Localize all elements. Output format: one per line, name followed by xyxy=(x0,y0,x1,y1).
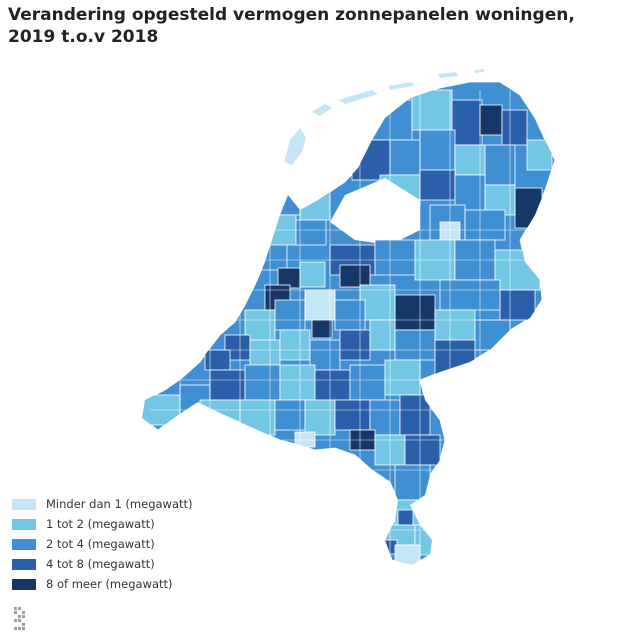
island-schiermonnikoog xyxy=(438,72,458,78)
island-rottumeroog xyxy=(474,69,484,73)
legend-label-2: 1 tot 2 (megawatt) xyxy=(46,517,155,531)
legend-swatch-5 xyxy=(12,578,36,590)
legend-item-5: 8 of meer (megawatt) xyxy=(12,574,193,594)
island-terschelling xyxy=(338,90,378,104)
legend-swatch-1 xyxy=(12,498,36,510)
legend-item-2: 1 tot 2 (megawatt) xyxy=(12,514,193,534)
cbs-logo-icon xyxy=(12,605,32,637)
wadden-islands xyxy=(284,69,484,165)
island-ameland xyxy=(388,82,414,90)
legend-swatch-4 xyxy=(12,558,36,570)
legend-swatch-3 xyxy=(12,538,36,550)
island-vlieland xyxy=(312,104,332,116)
legend-label-3: 2 tot 4 (megawatt) xyxy=(46,537,155,551)
map-title: Verandering opgesteld vermogen zonnepane… xyxy=(8,5,575,47)
island-texel xyxy=(284,128,306,165)
legend-label-4: 4 tot 8 (megawatt) xyxy=(46,557,155,571)
legend-label-5: 8 of meer (megawatt) xyxy=(46,577,173,591)
map-legend: Minder dan 1 (megawatt) 1 tot 2 (megawat… xyxy=(12,494,193,594)
legend-item-4: 4 tot 8 (megawatt) xyxy=(12,554,193,574)
municipalities xyxy=(142,89,553,565)
legend-item-1: Minder dan 1 (megawatt) xyxy=(12,494,193,514)
legend-label-1: Minder dan 1 (megawatt) xyxy=(46,497,193,511)
legend-item-3: 2 tot 4 (megawatt) xyxy=(12,534,193,554)
legend-swatch-2 xyxy=(12,518,36,530)
